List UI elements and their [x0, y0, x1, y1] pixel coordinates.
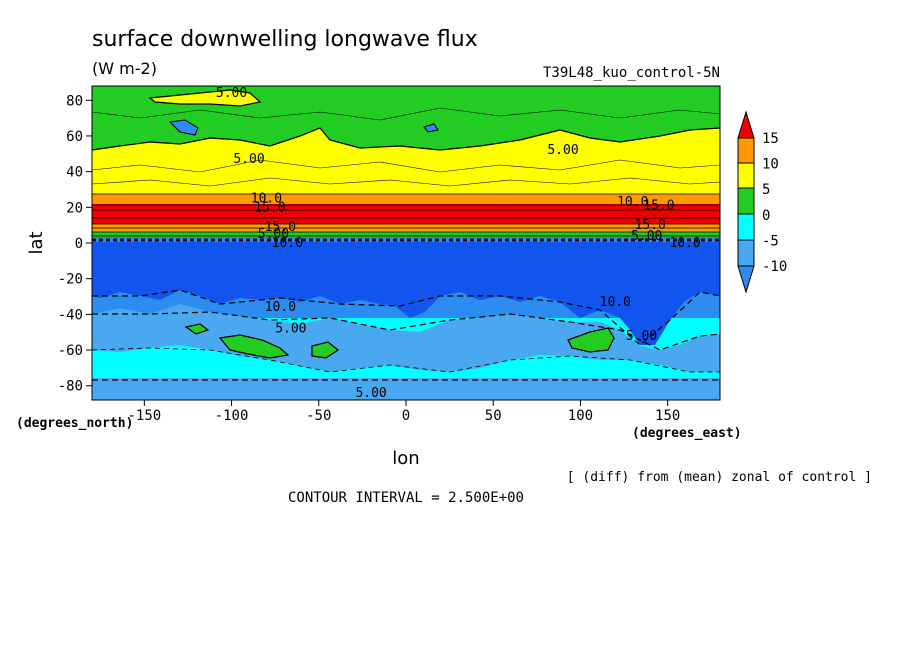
contour-line	[91, 159, 721, 173]
contour-interval: CONTOUR INTERVAL = 2.500E+00	[288, 490, 524, 506]
units-label: (W m-2)	[92, 59, 157, 78]
colorbar-swatch	[737, 187, 755, 215]
contour-label: 10.0	[272, 236, 303, 251]
contour-label: 5.00	[547, 143, 578, 158]
contour-line	[91, 177, 721, 187]
colorbar-labels: -10 -5 0 5 10 15	[762, 131, 787, 275]
colorbar-bottom-arrow	[737, 265, 755, 294]
y-tick-label: -60	[58, 343, 83, 359]
x-tick-label: 100	[568, 408, 593, 424]
x-tick-label: -50	[306, 408, 331, 424]
blue-patch-north-1	[168, 119, 199, 136]
contour-label: 15.0	[635, 218, 666, 233]
colorbar-swatch	[737, 213, 755, 241]
colorbar: -10 -5 0 5 10 15	[737, 110, 787, 294]
band-mid-blue-far-south	[92, 378, 720, 400]
run-label: T39L48_kuo_control-5N	[543, 65, 720, 81]
y-tick-label: 20	[66, 200, 83, 216]
colorbar-top-arrow	[737, 110, 755, 139]
region-yellow-north	[92, 128, 720, 194]
colorbar-label: 15	[762, 131, 779, 147]
contour-line	[91, 347, 720, 373]
y-tick-label: -80	[58, 379, 83, 395]
colorbar-label: 10	[762, 157, 779, 173]
contour-line	[92, 289, 721, 346]
colorbar-swatch	[737, 162, 755, 189]
x-tick-label: -150	[127, 408, 161, 424]
y-tick-label: -40	[58, 307, 83, 323]
x-axis-unit: (degrees_east)	[632, 426, 742, 441]
green-patch-south-4	[184, 323, 210, 335]
contour-label: 5.00	[275, 322, 306, 337]
green-patch-south-2	[311, 341, 340, 359]
x-ticks: -150 -100 -50 0 50 100 150	[127, 400, 680, 424]
contour-line	[92, 311, 721, 351]
colorbar-swatch	[737, 137, 755, 164]
contour-label: 5.00	[355, 386, 386, 401]
chart-title: surface downwelling longwave flux	[92, 27, 478, 52]
contour-label: 5.00	[626, 329, 657, 344]
y-tick-label: 80	[66, 93, 83, 109]
contour-label: 15.0	[254, 200, 285, 215]
x-tick-label: 150	[655, 408, 680, 424]
band-eq-blue	[92, 237, 720, 242]
y-tick-label: -20	[58, 272, 83, 288]
contour-line	[91, 127, 721, 151]
contour-label: 10.0	[265, 300, 296, 315]
x-tick-label: 0	[402, 408, 410, 424]
y-tick-label: 0	[75, 236, 83, 252]
band-gt15	[92, 204, 720, 224]
contour-label: 5.00	[258, 227, 289, 242]
region-deep-blue-south	[92, 242, 720, 345]
x-axis-title: lon	[392, 448, 419, 469]
colorbar-label: 5	[762, 182, 770, 198]
region-mid-blue-south	[92, 304, 720, 372]
colorbar-label: -5	[762, 233, 779, 249]
contour-label: 15.0	[265, 220, 296, 235]
contour-label: 5.00	[216, 86, 247, 101]
y-tick-label: 40	[66, 165, 83, 181]
band-0-5-eq	[92, 232, 720, 237]
contour-line	[91, 107, 721, 121]
contour-label: 10.0	[617, 195, 648, 210]
green-patch-south-3	[567, 327, 615, 353]
contour-label: 10.0	[251, 191, 282, 206]
colorbar-swatch	[737, 239, 755, 267]
band-10-15-north	[92, 194, 720, 206]
footnote: [ (diff) from (mean) zonal of control ]	[567, 470, 872, 485]
contour-lines	[91, 107, 721, 381]
x-tick-label: 50	[485, 408, 502, 424]
green-patch-south-1	[218, 334, 290, 359]
y-axis-unit: (degrees_north)	[16, 416, 133, 431]
x-tick-label: -100	[215, 408, 249, 424]
contour-label: 10.0	[600, 295, 631, 310]
colorbar-label: -10	[762, 259, 787, 275]
contour-label: 15.0	[643, 199, 674, 214]
contour-label: 5.00	[233, 152, 264, 167]
contour-label: 10.0	[669, 236, 700, 251]
yellow-patch-north	[148, 89, 262, 107]
blue-patch-north-2	[423, 123, 439, 133]
y-tick-label: 60	[66, 129, 83, 145]
colorbar-label: 0	[762, 208, 770, 224]
y-ticks: -80 -60 -40 -20 0 20 40 60 80	[58, 93, 92, 395]
contour-label: 5.00	[631, 229, 662, 244]
y-axis-title: lat	[26, 231, 47, 254]
